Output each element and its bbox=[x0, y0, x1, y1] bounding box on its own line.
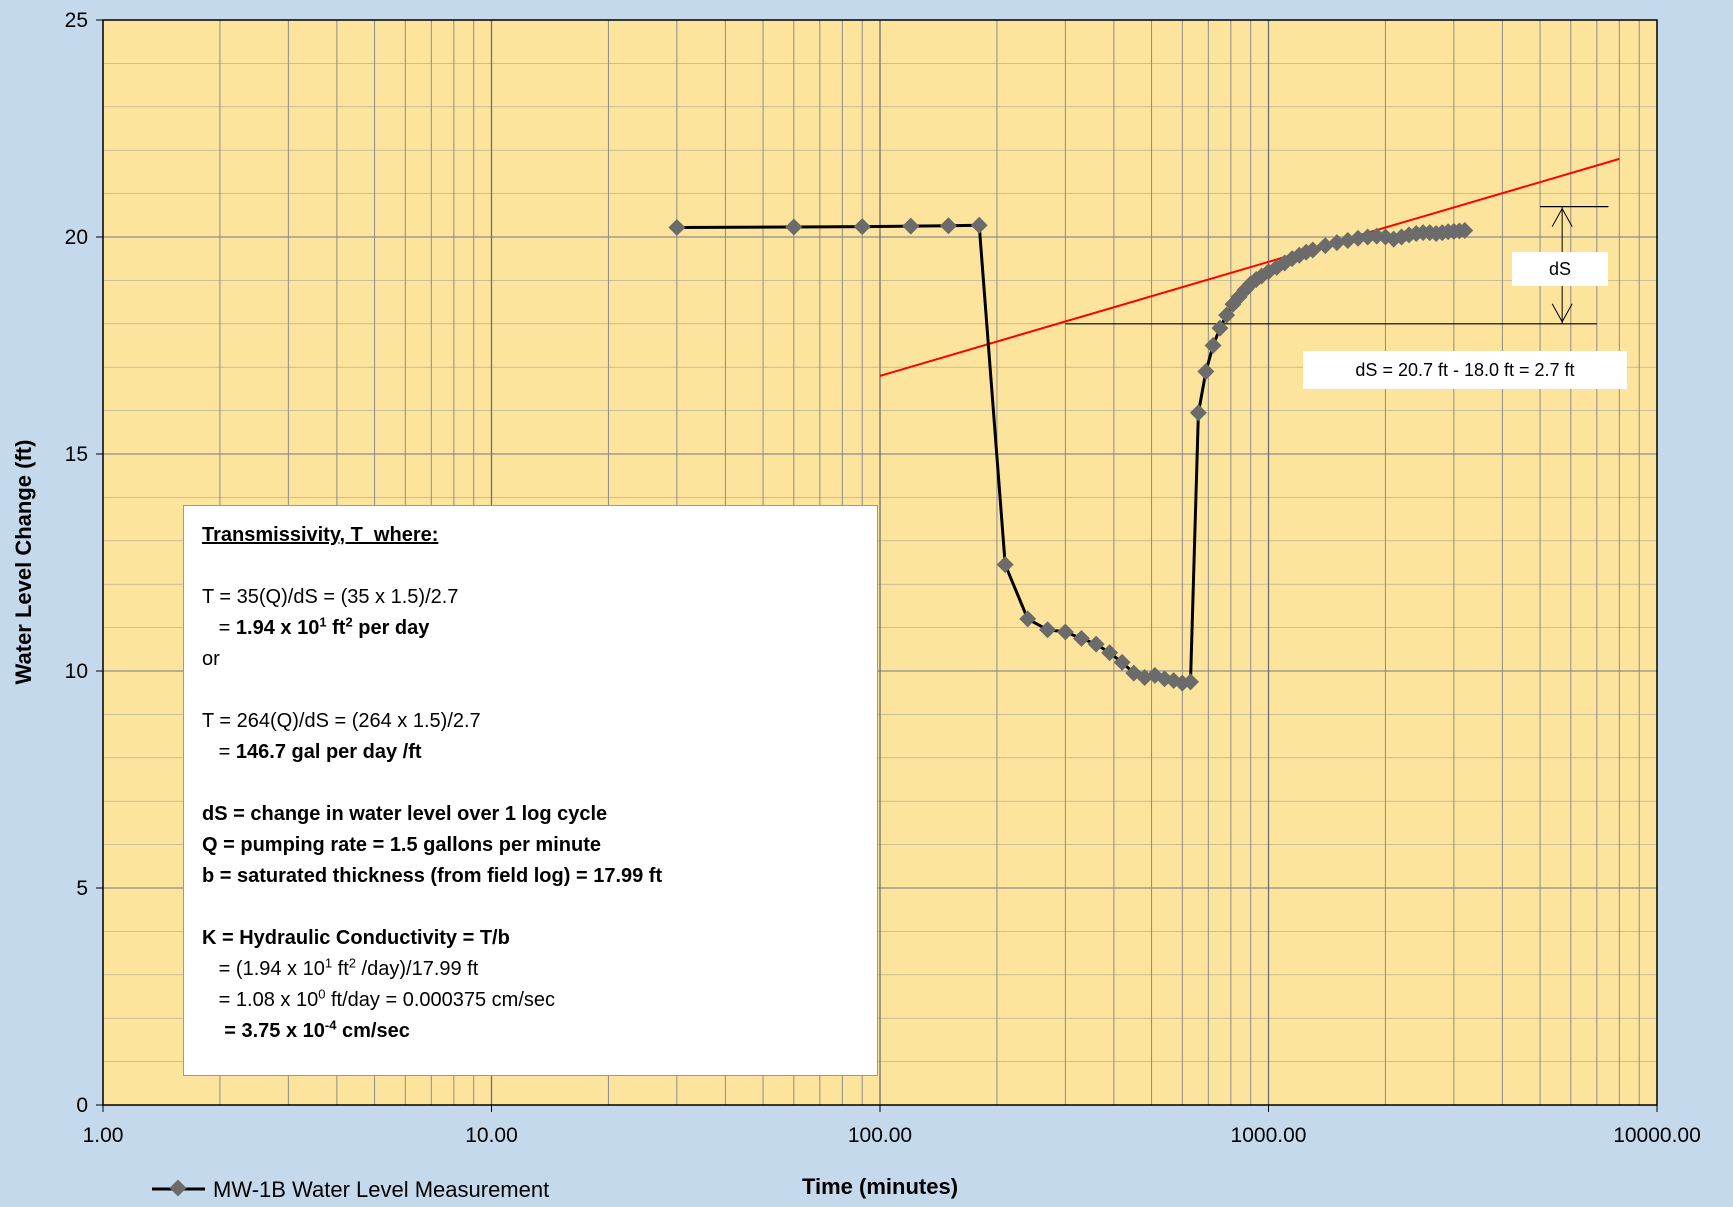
info-k-line2: = 1.08 x 100 ft/day = 0.000375 cm/sec bbox=[202, 986, 556, 1011]
info-blank bbox=[202, 892, 859, 923]
info-t-res2: = 146.7 gal per day /ft bbox=[202, 741, 422, 763]
y-tick-labels: 0 5 10 15 20 25 bbox=[65, 9, 103, 1117]
data-point bbox=[1019, 610, 1037, 628]
ds-label-box: dS bbox=[1512, 252, 1608, 286]
data-point bbox=[939, 217, 957, 235]
data-point bbox=[902, 217, 920, 235]
data-point bbox=[1072, 629, 1090, 647]
legend: MW-1B Water Level Measurement bbox=[152, 1177, 549, 1202]
data-point bbox=[853, 218, 871, 236]
info-blank bbox=[202, 551, 859, 582]
red-trendline bbox=[879, 157, 1620, 377]
legend-marker-swatch bbox=[169, 1179, 187, 1197]
y-axis-title: Water Level Change (ft) bbox=[11, 440, 36, 685]
x-tick-label: 10000.00 bbox=[1613, 1124, 1701, 1147]
ds-equation: dS = 20.7 ft - 18.0 ft = 2.7 ft bbox=[1355, 359, 1575, 380]
x-tick-label: 10.00 bbox=[465, 1124, 518, 1147]
info-def-b: b = saturated thickness (from field log)… bbox=[202, 865, 663, 887]
y-tick-label: 5 bbox=[76, 877, 88, 900]
info-blank bbox=[202, 675, 859, 706]
y-tick-label: 15 bbox=[65, 443, 88, 466]
y-tick-label: 20 bbox=[65, 226, 88, 249]
x-tick-label: 100.00 bbox=[848, 1124, 912, 1147]
data-point bbox=[1087, 635, 1105, 653]
data-point bbox=[1039, 621, 1057, 639]
ds-label: dS bbox=[1548, 258, 1572, 279]
ds-arrow-head-down bbox=[1551, 303, 1573, 323]
data-point bbox=[996, 556, 1014, 574]
info-or: or bbox=[202, 648, 220, 670]
info-k-title: K = Hydraulic Conductivity = T/b bbox=[202, 927, 510, 949]
legend-series-label: MW-1B Water Level Measurement bbox=[213, 1177, 549, 1202]
info-def-q: Q = pumping rate = 1.5 gallons per minut… bbox=[202, 834, 601, 856]
y-tick-label: 0 bbox=[76, 1094, 88, 1117]
x-tick-label: 1000.00 bbox=[1231, 1124, 1307, 1147]
trendline-layer bbox=[879, 157, 1620, 377]
data-point bbox=[668, 218, 686, 236]
info-box: Transmissivity, T where: T = 35(Q)/dS = … bbox=[183, 505, 878, 1076]
info-heading: Transmissivity, T where: bbox=[202, 524, 439, 546]
data-point bbox=[1056, 623, 1074, 641]
data-point bbox=[1113, 653, 1131, 671]
data-point bbox=[970, 216, 988, 234]
info-blank bbox=[202, 768, 859, 799]
info-t-eq2: T = 264(Q)/dS = (264 x 1.5)/2.7 bbox=[202, 710, 481, 732]
data-point bbox=[1101, 644, 1119, 662]
data-point bbox=[785, 218, 803, 236]
ds-arrow-head-up bbox=[1551, 207, 1573, 227]
info-t-eq1: T = 35(Q)/dS = (35 x 1.5)/2.7 bbox=[202, 586, 459, 608]
info-k-line1: = (1.94 x 101 ft2 /day)/17.99 ft bbox=[202, 955, 479, 980]
x-tick-label: 1.00 bbox=[83, 1124, 124, 1147]
data-point bbox=[1182, 673, 1200, 691]
y-tick-label: 10 bbox=[65, 660, 88, 683]
annotation-layer bbox=[1065, 206, 1609, 325]
info-t-res1: = 1.94 x 101 ft2 per day bbox=[202, 614, 430, 639]
x-tick-labels: 1.00 10.00 100.00 1000.00 10000.00 bbox=[83, 1105, 1701, 1147]
info-def-ds: dS = change in water level over 1 log cy… bbox=[202, 803, 608, 825]
y-tick-label: 25 bbox=[65, 9, 88, 32]
ds-equation-box: dS = 20.7 ft - 18.0 ft = 2.7 ft bbox=[1303, 351, 1627, 389]
info-k-line3: = 3.75 x 10-4 cm/sec bbox=[202, 1017, 410, 1042]
x-axis-title: Time (minutes) bbox=[802, 1174, 958, 1199]
